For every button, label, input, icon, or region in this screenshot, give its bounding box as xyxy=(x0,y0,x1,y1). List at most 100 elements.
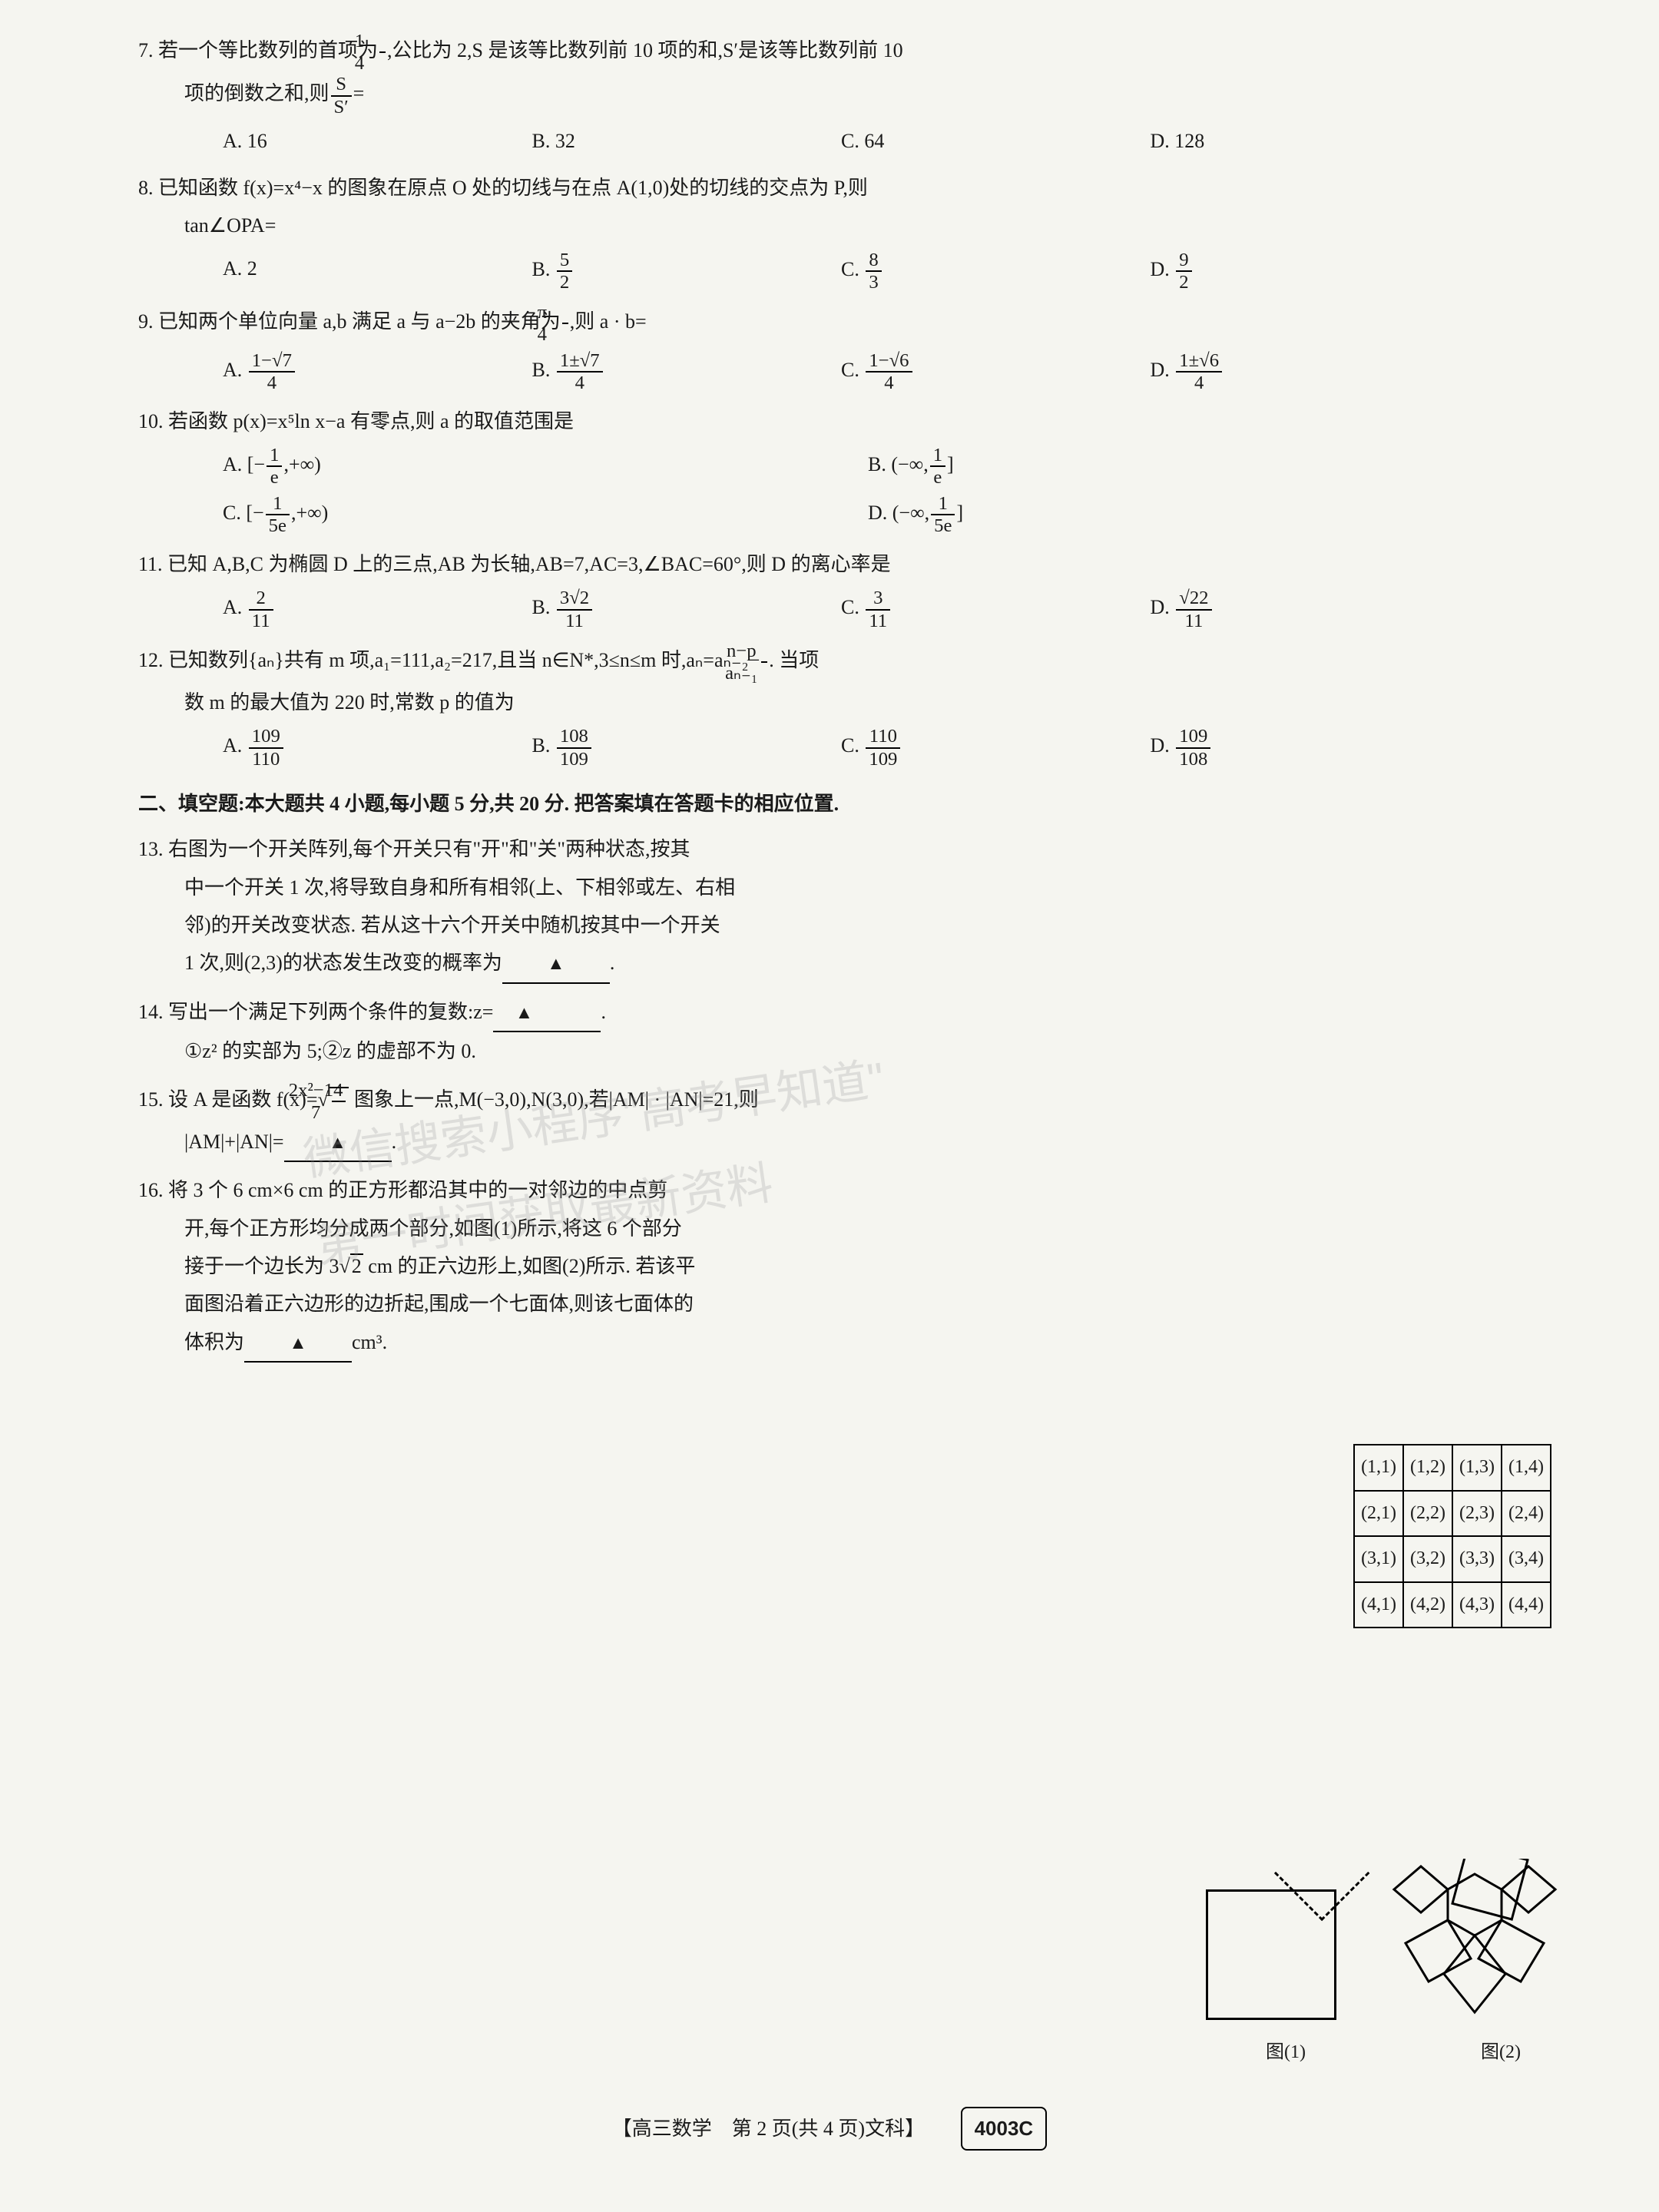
q11-num: 11. xyxy=(138,553,163,575)
q7-options: A. 16 B. 32 C. 64 D. 128 xyxy=(138,122,1567,160)
q8-opt-a: A. 2 xyxy=(223,250,532,293)
q12-options: A. 109110 B. 108109 C. 110109 D. 109108 xyxy=(138,726,1567,769)
q13-l3: 邻)的开关改变状态. 若从这十六个开关中随机按其中一个开关 xyxy=(138,906,1167,944)
blank-fill xyxy=(502,944,610,983)
q10-opt-d: D. (−∞,15e] xyxy=(868,493,1513,536)
q10-num: 10. xyxy=(138,410,164,432)
blank-fill xyxy=(284,1123,392,1162)
q12-num: 12. xyxy=(138,649,164,671)
question-8: 8. 已知函数 f(x)=x⁴−x 的图象在原点 O 处的切线与在点 A(1,0… xyxy=(138,169,1567,293)
q7-ratio: SS′ xyxy=(331,74,352,117)
q12-rec: n−paₙ₋₁ xyxy=(761,641,767,684)
sqrt-icon xyxy=(339,1255,350,1277)
q9-opt-c: C. 1−√64 xyxy=(841,350,1151,393)
q9-angle: π4 xyxy=(562,302,568,345)
q9-b: ,则 a · b= xyxy=(570,310,647,333)
q7-num: 7. xyxy=(138,39,154,61)
question-14: 14. 写出一个满足下列两个条件的复数:z=. ①z² 的实部为 5;②z 的虚… xyxy=(138,993,1567,1071)
q8-a: 已知函数 f(x)=x⁴−x 的图象在原点 O 处的切线与在点 A(1,0)处的… xyxy=(158,177,868,199)
table-row: (1,1)(1,2)(1,3)(1,4) xyxy=(1354,1445,1551,1491)
page-footer: 【高三数学 第 2 页(共 4 页)文科】 4003C xyxy=(0,2107,1659,2151)
q10-opt-a: A. [−1e,+∞) xyxy=(223,445,868,488)
question-12: 12. 已知数列{aₙ}共有 m 项,a₁=111,a₂=217,且当 n∈N*… xyxy=(138,641,1567,770)
blank-fill xyxy=(493,993,601,1032)
table-row: (4,1)(4,2)(4,3)(4,4) xyxy=(1354,1582,1551,1628)
q15-c: |AM|+|AN|=. xyxy=(138,1123,1567,1162)
q10-options-row2: C. [−15e,+∞) D. (−∞,15e] xyxy=(138,493,1567,536)
q13-l4: 1 次,则(2,3)的状态发生改变的概率为. xyxy=(138,944,1167,983)
q9-text: 9. 已知两个单位向量 a,b 满足 a 与 a−2b 的夹角为π4,则 a ·… xyxy=(138,302,1567,345)
q9-options: A. 1−√74 B. 1±√74 C. 1−√64 D. 1±√64 xyxy=(138,350,1567,393)
q15-text: 15. 设 A 是函数 f(x)=2x²−147 图象上一点,M(−3,0),N… xyxy=(138,1080,1567,1123)
q13-l1: 13. 右图为一个开关阵列,每个开关只有"开"和"关"两种状态,按其 xyxy=(138,830,1167,868)
q16-l1: 16. 将 3 个 6 cm×6 cm 的正方形都沿其中的一对邻边的中点剪 xyxy=(138,1171,1137,1209)
q12-opt-b: B. 108109 xyxy=(532,726,842,769)
switch-grid-table: (1,1)(1,2)(1,3)(1,4) (2,1)(2,2)(2,3)(2,4… xyxy=(1353,1444,1551,1628)
q9-opt-a: A. 1−√74 xyxy=(223,350,532,393)
q12-a: 已知数列{aₙ}共有 m 项,a₁=111,a₂=217,且当 n∈N*,3≤n… xyxy=(168,649,760,671)
q11-opt-c: C. 311 xyxy=(841,588,1151,631)
q16-l4: 面图沿着正六边形的边折起,围成一个七面体,则该七面体的 xyxy=(138,1285,1137,1323)
question-16: 16. 将 3 个 6 cm×6 cm 的正方形都沿其中的一对邻边的中点剪 开,… xyxy=(138,1171,1567,1363)
q12-b: . 当项 xyxy=(769,649,819,671)
q12-opt-a: A. 109110 xyxy=(223,726,532,769)
footer-text: 【高三数学 第 2 页(共 4 页)文科】 xyxy=(612,2118,925,2140)
q10-options-row1: A. [−1e,+∞) B. (−∞,1e] xyxy=(138,445,1567,488)
q8-num: 8. xyxy=(138,177,154,199)
q7-opt-b: B. 32 xyxy=(532,122,842,160)
q7-a: 若一个等比数列的首项为 xyxy=(158,39,378,61)
q7-opt-d: D. 128 xyxy=(1151,122,1460,160)
q11-opt-b: B. 3√211 xyxy=(532,588,842,631)
table-row: (3,1)(3,2)(3,3)(3,4) xyxy=(1354,1536,1551,1582)
q8-text: 8. 已知函数 f(x)=x⁴−x 的图象在原点 O 处的切线与在点 A(1,0… xyxy=(138,169,1567,207)
q7-first-term: 14 xyxy=(379,31,386,74)
q7-text: 7. 若一个等比数列的首项为14,公比为 2,S 是该等比数列前 10 项的和,… xyxy=(138,31,1567,74)
q8-b: tan∠OPA= xyxy=(138,207,1567,244)
section-2-title: 二、填空题:本大题共 4 小题,每小题 5 分,共 20 分. 把答案填在答题卡… xyxy=(138,785,1567,823)
q14-cond: ①z² 的实部为 5;②z 的虚部不为 0. xyxy=(138,1032,1567,1070)
q9-a: 已知两个单位向量 a,b 满足 a 与 a−2b 的夹角为 xyxy=(158,310,561,333)
question-15: 15. 设 A 是函数 f(x)=2x²−147 图象上一点,M(−3,0),N… xyxy=(138,1080,1567,1163)
q9-opt-d: D. 1±√64 xyxy=(1151,350,1460,393)
q7-opt-a: A. 16 xyxy=(223,122,532,160)
q11-opt-d: D. √2211 xyxy=(1151,588,1460,631)
question-13: 13. 右图为一个开关阵列,每个开关只有"开"和"关"两种状态,按其 中一个开关… xyxy=(138,830,1567,984)
figure-1-caption: 图(1) xyxy=(1266,2035,1306,2071)
question-7: 7. 若一个等比数列的首项为14,公比为 2,S 是该等比数列前 10 项的和,… xyxy=(138,31,1567,160)
q14-text: 14. 写出一个满足下列两个条件的复数:z=. xyxy=(138,993,1567,1032)
q12-opt-d: D. 109108 xyxy=(1151,726,1460,769)
figure-1-square xyxy=(1206,1889,1336,2020)
q12-text: 12. 已知数列{aₙ}共有 m 项,a₁=111,a₂=217,且当 n∈N*… xyxy=(138,641,1567,684)
q9-opt-b: B. 1±√74 xyxy=(532,350,842,393)
blank-fill xyxy=(244,1323,352,1363)
figure-2-caption: 图(2) xyxy=(1481,2035,1521,2071)
q8-opt-c: C. 83 xyxy=(841,250,1151,293)
q7-d: = xyxy=(353,82,365,104)
q11-opt-a: A. 211 xyxy=(223,588,532,631)
footer-code: 4003C xyxy=(961,2107,1048,2151)
q7-c: 项的倒数之和,则 xyxy=(184,82,329,104)
q13-l2: 中一个开关 1 次,将导致自身和所有相邻(上、下相邻或左、右相 xyxy=(138,869,1167,906)
q9-num: 9. xyxy=(138,310,154,333)
figure-2-net xyxy=(1375,1859,1575,2043)
q11-body: 已知 A,B,C 为椭圆 D 上的三点,AB 为长轴,AB=7,AC=3,∠BA… xyxy=(167,553,891,575)
question-11: 11. 已知 A,B,C 为椭圆 D 上的三点,AB 为长轴,AB=7,AC=3… xyxy=(138,545,1567,631)
q16-l2: 开,每个正方形均分成两个部分,如图(1)所示,将这 6 个部分 xyxy=(138,1210,1137,1247)
table-row: (2,1)(2,2)(2,3)(2,4) xyxy=(1354,1491,1551,1537)
q11-options: A. 211 B. 3√211 C. 311 D. √2211 xyxy=(138,588,1567,631)
q11-text: 11. 已知 A,B,C 为椭圆 D 上的三点,AB 为长轴,AB=7,AC=3… xyxy=(138,545,1567,583)
q8-opt-b: B. 52 xyxy=(532,250,842,293)
q7-cont: 项的倒数之和,则SS′= xyxy=(138,74,1567,117)
q10-opt-c: C. [−15e,+∞) xyxy=(223,493,868,536)
q7-opt-c: C. 64 xyxy=(841,122,1151,160)
q8-options: A. 2 B. 52 C. 83 D. 92 xyxy=(138,250,1567,293)
q10-text: 10. 若函数 p(x)=x⁵ln x−a 有零点,则 a 的取值范围是 xyxy=(138,402,1567,440)
q16-l5: 体积为cm³. xyxy=(138,1323,1137,1363)
q12-c: 数 m 的最大值为 220 时,常数 p 的值为 xyxy=(138,684,1567,721)
q8-opt-d: D. 92 xyxy=(1151,250,1460,293)
q10-body: 若函数 p(x)=x⁵ln x−a 有零点,则 a 的取值范围是 xyxy=(168,410,574,432)
question-10: 10. 若函数 p(x)=x⁵ln x−a 有零点,则 a 的取值范围是 A. … xyxy=(138,402,1567,536)
q10-opt-b: B. (−∞,1e] xyxy=(868,445,1513,488)
q7-b: ,公比为 2,S 是该等比数列前 10 项的和,S′是该等比数列前 10 xyxy=(387,39,903,61)
q12-opt-c: C. 110109 xyxy=(841,726,1151,769)
